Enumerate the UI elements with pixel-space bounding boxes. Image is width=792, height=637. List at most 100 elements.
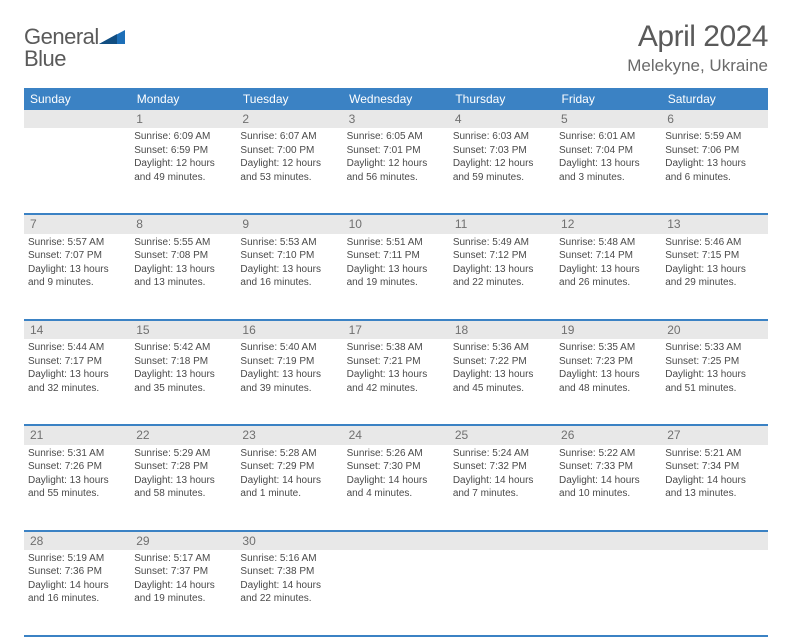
sunrise-line: Sunrise: 5:17 AM xyxy=(134,552,232,566)
sunset-line: Sunset: 7:11 PM xyxy=(347,249,445,263)
daynum-cell: 2 xyxy=(236,110,342,128)
daynum-cell xyxy=(555,531,661,550)
daynum-cell: 5 xyxy=(555,110,661,128)
daynum-cell: 19 xyxy=(555,320,661,339)
day-cell: Sunrise: 6:09 AMSunset: 6:59 PMDaylight:… xyxy=(130,128,236,214)
daynum-cell xyxy=(343,531,449,550)
daynum-cell: 30 xyxy=(236,531,342,550)
sunset-line: Sunset: 7:26 PM xyxy=(28,460,126,474)
daynum-cell: 4 xyxy=(449,110,555,128)
sunset-line: Sunset: 7:03 PM xyxy=(453,144,551,158)
sunset-line: Sunset: 7:04 PM xyxy=(559,144,657,158)
sunset-line: Sunset: 7:23 PM xyxy=(559,355,657,369)
daynum-cell: 13 xyxy=(661,214,767,233)
daynum-row: 78910111213 xyxy=(24,214,768,233)
month-title: April 2024 xyxy=(627,20,768,54)
sunset-line: Sunset: 7:36 PM xyxy=(28,565,126,579)
sunset-line: Sunset: 7:37 PM xyxy=(134,565,232,579)
day-cell: Sunrise: 5:48 AMSunset: 7:14 PMDaylight:… xyxy=(555,234,661,320)
week-row: Sunrise: 6:09 AMSunset: 6:59 PM Daylight:… xyxy=(24,128,768,214)
sunrise-line: Sunrise: 5:53 AM xyxy=(240,236,338,250)
sunrise-line: Sunrise: 5:31 AM xyxy=(28,447,126,461)
day-cell: Sunrise: 6:05 AMSunset: 7:01 PMDaylight:… xyxy=(343,128,449,214)
sunrise-line: Sunrise: 5:19 AM xyxy=(28,552,126,566)
day-cell xyxy=(343,550,449,636)
day-cell: Sunrise: 5:35 AMSunset: 7:23 PMDaylight:… xyxy=(555,339,661,425)
daynum-row: 123456 xyxy=(24,110,768,128)
sunset-line: Sunset: 7:14 PM xyxy=(559,249,657,263)
day-cell: Sunrise: 5:57 AMSunset: 7:07 PMDaylight:… xyxy=(24,234,130,320)
sunset-line: Sunset: 7:08 PM xyxy=(134,249,232,263)
sunset-line: Sunset: 7:29 PM xyxy=(240,460,338,474)
week-row: Sunrise: 5:19 AMSunset: 7:36 PMDaylight:… xyxy=(24,550,768,636)
sunrise-line: Sunrise: 5:26 AM xyxy=(347,447,445,461)
sunrise-line: Sunrise: 5:59 AM xyxy=(665,130,763,144)
title-block: April 2024 Melekyne, Ukraine xyxy=(627,20,768,76)
calendar-table: SundayMondayTuesdayWednesdayThursdayFrid… xyxy=(24,88,768,637)
sunset-line: Sunset: 7:22 PM xyxy=(453,355,551,369)
day-cell: Sunrise: 6:07 AMSunset: 7:00 PMDaylight:… xyxy=(236,128,342,214)
sunset-line: Sunset: 6:59 PM xyxy=(134,144,232,158)
daylight-line: Daylight: 13 hours and 6 minutes. xyxy=(665,157,763,184)
sunrise-line: Sunrise: 5:16 AM xyxy=(240,552,338,566)
sunrise-line: Sunrise: 5:29 AM xyxy=(134,447,232,461)
sunrise-line: Sunrise: 5:57 AM xyxy=(28,236,126,250)
daynum-cell: 18 xyxy=(449,320,555,339)
sunset-line: Sunset: 7:12 PM xyxy=(453,249,551,263)
daylight-line: Daylight: 13 hours and 16 minutes. xyxy=(240,263,338,290)
sunset-line: Sunset: 7:32 PM xyxy=(453,460,551,474)
calendar-body: 123456 Sunrise: 6:09 AMSunset: 6:59 PM Day… xyxy=(24,110,768,636)
daynum-cell: 26 xyxy=(555,425,661,444)
sunset-line: Sunset: 7:38 PM xyxy=(240,565,338,579)
sunset-line: Sunset: 7:10 PM xyxy=(240,249,338,263)
day-cell: Sunrise: 5:29 AMSunset: 7:28 PMDaylight:… xyxy=(130,445,236,531)
day-cell: Sunrise: 6:01 AMSunset: 7:04 PMDaylight:… xyxy=(555,128,661,214)
day-cell: Sunrise: 5:33 AMSunset: 7:25 PMDaylight:… xyxy=(661,339,767,425)
sunrise-line: Sunrise: 5:24 AM xyxy=(453,447,551,461)
sunrise-line: Sunrise: 5:48 AM xyxy=(559,236,657,250)
daylight-line: Daylight: 14 hours and 10 minutes. xyxy=(559,474,657,501)
day-cell: Sunrise: 5:53 AMSunset: 7:10 PMDaylight:… xyxy=(236,234,342,320)
daylight-line: Daylight: 14 hours and 13 minutes. xyxy=(665,474,763,501)
daylight-line: Daylight: 13 hours and 55 minutes. xyxy=(28,474,126,501)
daylight-line: Daylight: 13 hours and 13 minutes. xyxy=(134,263,232,290)
daylight-line: Daylight: 13 hours and 32 minutes. xyxy=(28,368,126,395)
daylight-line: Daylight: 13 hours and 58 minutes. xyxy=(134,474,232,501)
day-cell: Sunrise: 5:42 AMSunset: 7:18 PMDaylight:… xyxy=(130,339,236,425)
sunrise-line: Sunrise: 5:44 AM xyxy=(28,341,126,355)
location: Melekyne, Ukraine xyxy=(627,56,768,76)
day-cell xyxy=(24,128,130,214)
daylight-line: Daylight: 13 hours and 42 minutes. xyxy=(347,368,445,395)
daylight-line: Daylight: 13 hours and 48 minutes. xyxy=(559,368,657,395)
daylight-line: Daylight: 14 hours and 4 minutes. xyxy=(347,474,445,501)
daylight-line: Daylight: 12 hours and 56 minutes. xyxy=(347,157,445,184)
sunrise-line: Sunrise: 6:01 AM xyxy=(559,130,657,144)
logo-mark-icon xyxy=(99,26,125,44)
day-cell: Sunrise: 5:38 AMSunset: 7:21 PMDaylight:… xyxy=(343,339,449,425)
sunset-line: Sunset: 7:19 PM xyxy=(240,355,338,369)
day-cell: Sunrise: 5:59 AMSunset: 7:06 PMDaylight:… xyxy=(661,128,767,214)
day-cell: Sunrise: 5:26 AMSunset: 7:30 PMDaylight:… xyxy=(343,445,449,531)
sunrise-line: Sunrise: 6:07 AM xyxy=(240,130,338,144)
sunset-line: Sunset: 7:21 PM xyxy=(347,355,445,369)
day-cell: Sunrise: 5:49 AMSunset: 7:12 PMDaylight:… xyxy=(449,234,555,320)
day-cell: Sunrise: 5:55 AMSunset: 7:08 PMDaylight:… xyxy=(130,234,236,320)
col-header-sunday: Sunday xyxy=(24,88,130,110)
daylight-line: Daylight: 13 hours and 45 minutes. xyxy=(453,368,551,395)
daylight-line: Daylight: 14 hours and 22 minutes. xyxy=(240,579,338,606)
logo-text: General Blue xyxy=(24,24,125,72)
day-cell: Sunrise: 5:31 AMSunset: 7:26 PMDaylight:… xyxy=(24,445,130,531)
daylight-line: Daylight: 13 hours and 29 minutes. xyxy=(665,263,763,290)
daylight-line: Daylight: 13 hours and 51 minutes. xyxy=(665,368,763,395)
sunset-line: Sunset: 7:17 PM xyxy=(28,355,126,369)
week-row: Sunrise: 5:31 AMSunset: 7:26 PMDaylight:… xyxy=(24,445,768,531)
sunrise-line: Sunrise: 6:09 AM xyxy=(134,130,232,144)
daylight-line: Daylight: 13 hours and 22 minutes. xyxy=(453,263,551,290)
day-cell: Sunrise: 5:24 AMSunset: 7:32 PMDaylight:… xyxy=(449,445,555,531)
daylight-line: Daylight: 14 hours and 16 minutes. xyxy=(28,579,126,606)
sunset-line: Sunset: 7:01 PM xyxy=(347,144,445,158)
sunrise-line: Sunrise: 5:49 AM xyxy=(453,236,551,250)
daynum-cell: 16 xyxy=(236,320,342,339)
daylight-line: Daylight: 14 hours and 19 minutes. xyxy=(134,579,232,606)
calendar-page: General Blue April 2024 Melekyne, Ukrain… xyxy=(0,0,792,637)
